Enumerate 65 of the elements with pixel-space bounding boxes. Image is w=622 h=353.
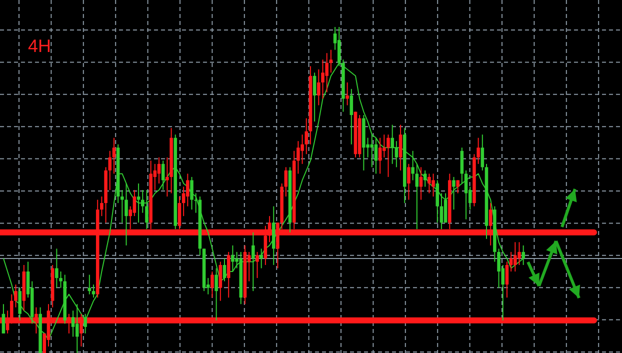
candlestick [514,242,517,272]
candlestick [260,248,263,269]
candlestick [505,261,509,298]
candlestick [415,163,419,230]
candlestick [497,248,500,288]
candlestick [382,134,386,158]
candlestick [256,251,259,279]
candlestick [452,176,456,210]
candlestick [284,166,288,198]
candlestick [71,310,75,338]
candlestick [100,196,104,217]
candlestick [108,150,112,190]
candlestick [214,268,218,321]
candlestick [411,150,414,181]
candlestick [350,88,354,145]
candlestick [370,134,374,168]
candlestick [428,173,431,194]
candlestick [222,258,226,282]
candlestick [476,137,480,164]
text: 4H [28,36,52,56]
candlestick [2,304,6,334]
candlestick [92,284,96,298]
candlestick [518,242,521,266]
candlestick [132,190,136,217]
candlestick [186,173,190,207]
candlestick [329,49,333,74]
candlestick [480,134,484,171]
candlestick [136,182,140,224]
candlestick [321,59,324,100]
candlestick [394,140,398,168]
candlestick [464,170,468,220]
candlestick [112,137,116,174]
candlestick [436,180,440,224]
candlestick [120,190,124,224]
candlestick [55,248,58,288]
candlestick [231,244,234,272]
candlestick [509,251,513,272]
candlestick [386,134,390,178]
candlestick [390,124,394,164]
candlestick [440,192,444,230]
candlestick [145,190,148,230]
candlestick [398,124,402,171]
candlestick [210,271,214,298]
candlestick [317,68,320,106]
candlestick [161,160,165,190]
candlestick [444,192,448,224]
candlestick [300,134,304,164]
candlestick [378,137,382,174]
candlestick [312,72,316,122]
candlestick [374,137,378,174]
candlestick [460,147,464,184]
candlestick [166,156,169,198]
candlestick [346,82,349,106]
candlestick [423,170,427,188]
candlestick [190,176,194,210]
candlestick [296,140,300,174]
candlestick [407,163,410,200]
candlestick [218,261,222,302]
candlestick [124,182,128,246]
candlestick [18,287,22,321]
candlestick [84,313,87,334]
candlestick [432,173,435,198]
candlestick [456,180,460,194]
candlestick [252,232,255,292]
candlestick [226,251,230,298]
